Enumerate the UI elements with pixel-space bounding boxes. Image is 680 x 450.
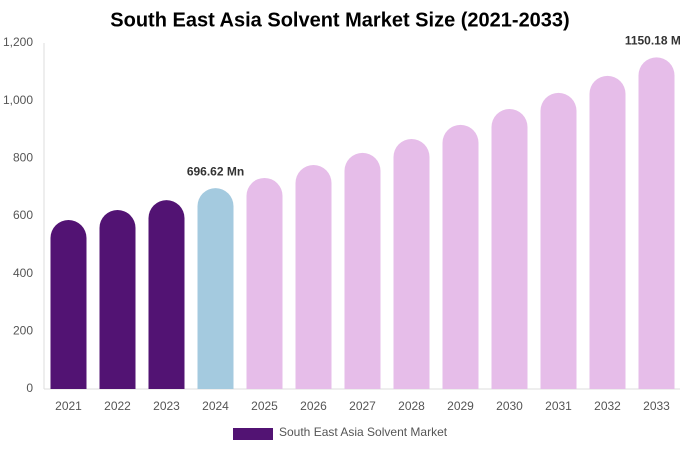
x-tick-label: 2030 (496, 399, 523, 413)
bar (99, 209, 136, 389)
data-label: 1150.18 Mn (625, 34, 680, 48)
y-tick-label: 400 (13, 266, 33, 280)
x-tick-label: 2027 (349, 399, 376, 413)
x-tick-label: 2023 (153, 399, 180, 413)
y-tick-label: 600 (13, 208, 33, 222)
x-tick-label: 2029 (447, 399, 474, 413)
x-tick-label: 2032 (594, 399, 621, 413)
bar (393, 139, 430, 389)
y-tick-label: 800 (13, 151, 33, 165)
x-tick-label: 2026 (300, 399, 327, 413)
bar (442, 124, 479, 390)
x-tick-label: 2024 (202, 399, 229, 413)
bar (344, 152, 381, 389)
bar (197, 188, 234, 389)
bar (589, 75, 626, 390)
legend-label: South East Asia Solvent Market (279, 425, 448, 439)
bar (295, 164, 332, 389)
x-tick-label: 2025 (251, 399, 278, 413)
y-tick-label: 1,200 (3, 35, 33, 49)
legend-swatch (233, 428, 273, 440)
bar (246, 177, 283, 389)
x-tick-label: 2028 (398, 399, 425, 413)
y-tick-label: 0 (26, 381, 33, 395)
chart-title: South East Asia Solvent Market Size (202… (110, 9, 569, 31)
bar (540, 92, 577, 390)
x-tick-label: 2021 (55, 399, 82, 413)
data-label: 696.62 Mn (187, 164, 244, 178)
x-tick-label: 2022 (104, 399, 131, 413)
bar (50, 220, 87, 389)
x-tick-label: 2033 (643, 399, 670, 413)
bar (638, 57, 675, 389)
bar (491, 109, 528, 390)
y-tick-label: 200 (13, 324, 33, 338)
x-tick-label: 2031 (545, 399, 572, 413)
bar (148, 200, 185, 389)
y-tick-label: 1,000 (3, 93, 33, 107)
